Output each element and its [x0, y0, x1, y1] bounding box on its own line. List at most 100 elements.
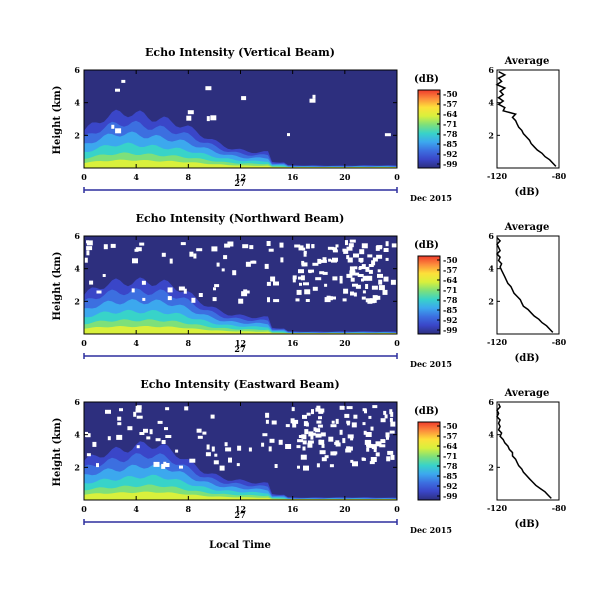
- no-data-cell: [178, 286, 185, 291]
- no-data-cell: [389, 430, 395, 434]
- no-data-cell: [86, 250, 90, 256]
- no-data-cell: [368, 415, 372, 419]
- no-data-cell: [180, 242, 186, 246]
- no-data-cell: [292, 423, 297, 428]
- no-data-cell: [328, 258, 332, 262]
- no-data-cell: [367, 440, 372, 445]
- no-data-cell: [131, 288, 135, 293]
- no-data-cell: [202, 431, 207, 435]
- no-data-cell: [365, 432, 372, 437]
- no-data-cell: [347, 257, 353, 263]
- no-data-cell: [196, 248, 203, 252]
- x-tick-label: 12: [235, 504, 246, 514]
- no-data-cell: [266, 281, 271, 286]
- no-data-cell: [245, 261, 251, 267]
- no-data-cell: [107, 436, 111, 441]
- no-data-cell: [355, 284, 361, 289]
- no-data-cell: [313, 427, 317, 432]
- no-data-cell: [303, 251, 307, 257]
- profile-y-tick-label: 4: [488, 264, 494, 274]
- colorbar-gradient: [417, 255, 441, 335]
- no-data-cell: [332, 247, 338, 251]
- y-tick-label: 2: [74, 296, 80, 306]
- y-axis-label: Height (km): [52, 418, 63, 487]
- x-tick-label: 8: [186, 504, 192, 514]
- no-data-cell: [265, 412, 270, 418]
- no-data-cell: [304, 429, 309, 435]
- no-data-cell: [366, 443, 373, 448]
- no-data-cell: [221, 268, 225, 272]
- no-data-cell: [211, 446, 215, 452]
- no-data-cell: [324, 455, 329, 459]
- heatmap-axes: 0 4 8 12 16 20 0 2 4 6: [74, 231, 400, 359]
- x-axis-label: Local Time: [209, 540, 271, 551]
- no-data-cell: [377, 273, 383, 278]
- no-data-cell: [377, 269, 381, 273]
- no-data-cell: [380, 439, 386, 444]
- no-data-cell: [96, 290, 102, 294]
- no-data-cell: [383, 276, 389, 282]
- no-data-cell: [135, 405, 142, 410]
- no-data-cell: [306, 412, 311, 416]
- colorbar-tick-label: -57: [443, 265, 457, 275]
- no-data-cell: [133, 411, 137, 417]
- no-data-cell: [362, 275, 368, 281]
- colorbar-tick-label: -50: [443, 421, 458, 431]
- no-data-cell: [102, 274, 106, 277]
- no-data-cell: [330, 451, 337, 456]
- no-data-cell: [86, 240, 93, 246]
- no-data-cell: [350, 291, 354, 296]
- no-data-cell: [375, 441, 382, 447]
- no-data-cell: [294, 244, 301, 248]
- no-data-cell: [191, 297, 196, 303]
- no-data-cell: [92, 441, 97, 447]
- no-data-cell: [117, 416, 122, 421]
- day-label: 27: [234, 344, 245, 354]
- no-data-cell: [149, 429, 153, 435]
- no-data-cell: [346, 422, 350, 426]
- no-data-cell: [169, 258, 173, 264]
- panel-eastward-beam: Echo Intensity (Eastward Beam) Height (k…: [52, 378, 567, 535]
- average-profile: 2 4 6 -120 -80: [487, 65, 567, 181]
- no-data-cell: [346, 246, 353, 251]
- no-data-cell: [321, 457, 327, 462]
- no-data-cell: [139, 432, 145, 435]
- no-data-cell: [285, 424, 290, 428]
- echo-layer: [84, 159, 397, 168]
- colorbar-tick-label: -71: [443, 451, 457, 461]
- x-tick-label: 8: [186, 172, 192, 182]
- no-data-cell: [327, 246, 334, 250]
- no-data-cell: [213, 460, 219, 465]
- no-data-cell: [361, 296, 366, 300]
- no-data-cell: [212, 297, 217, 302]
- no-data-cell: [103, 244, 108, 250]
- y-tick-label: 6: [74, 397, 80, 407]
- no-data-cell: [271, 420, 277, 425]
- no-data-cell: [302, 434, 307, 440]
- no-data-cell: [339, 278, 343, 284]
- no-data-cell: [303, 465, 309, 471]
- no-data-cell: [372, 295, 378, 301]
- no-data-cell: [345, 240, 348, 246]
- x-tick-label: 4: [133, 172, 139, 182]
- y-axis-label: Height (km): [52, 86, 63, 155]
- no-data-cell: [117, 422, 122, 426]
- no-data-cell: [385, 241, 389, 247]
- x-tick-label: 0: [81, 504, 87, 514]
- colorbar-tick-label: -78: [443, 295, 458, 305]
- colorbar-tick-label: -92: [443, 315, 457, 325]
- no-data-cell: [308, 441, 312, 445]
- no-data-cell: [354, 266, 358, 270]
- no-data-cell: [378, 279, 383, 285]
- no-data-cell: [362, 408, 367, 412]
- no-data-cell: [135, 247, 142, 252]
- no-data-cell: [290, 418, 295, 424]
- no-data-cell: [389, 417, 393, 422]
- no-data-cell: [376, 254, 383, 259]
- no-data-cell: [312, 94, 316, 99]
- no-data-cell: [361, 243, 368, 249]
- no-data-cell: [298, 245, 304, 251]
- y-tick-label: 4: [74, 430, 80, 440]
- no-data-cell: [335, 418, 339, 424]
- no-data-cell: [357, 274, 364, 277]
